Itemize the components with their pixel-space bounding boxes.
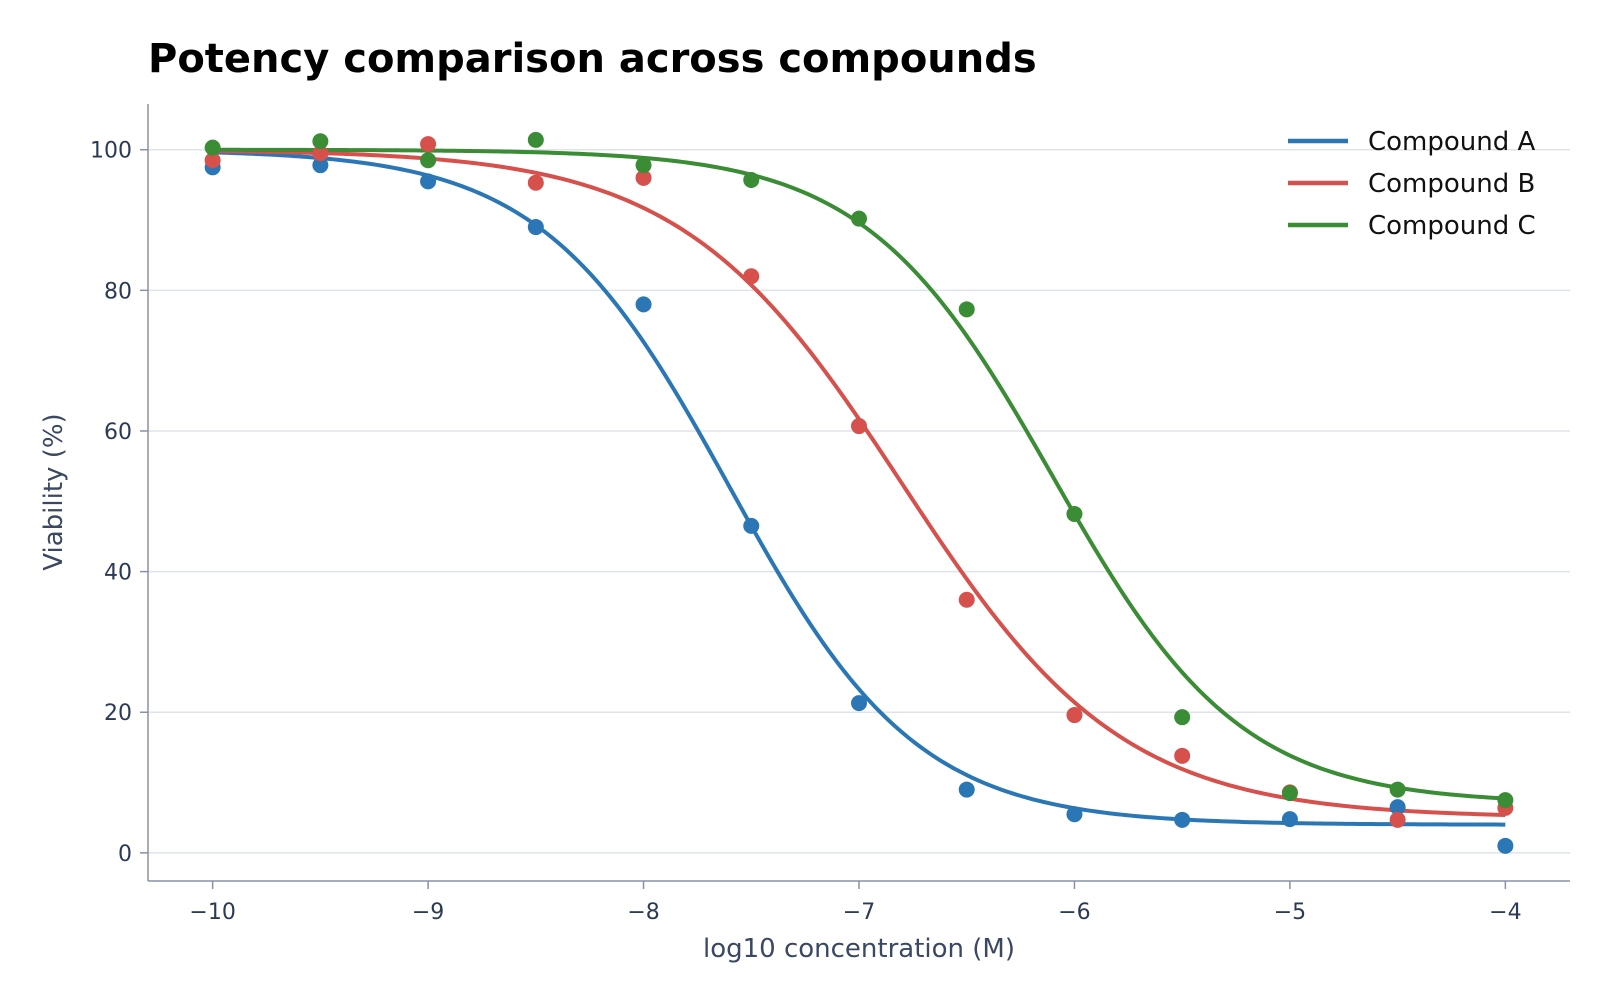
- data-point-compound-a: [1066, 806, 1083, 823]
- x-tick-label: −5: [1274, 900, 1306, 925]
- data-point-compound-c: [204, 139, 221, 156]
- x-axis-label: log10 concentration (M): [703, 934, 1015, 964]
- legend: Compound A Compound B Compound C: [1288, 127, 1536, 241]
- data-point-compound-c: [851, 210, 867, 227]
- y-tick-label: 20: [104, 701, 132, 726]
- data-points: [204, 131, 1514, 854]
- data-point-compound-c: [1066, 505, 1083, 522]
- data-point-compound-c: [420, 152, 437, 169]
- data-point-compound-a: [958, 781, 975, 798]
- x-axis-ticks: −10 −9 −8 −7 −6 −5 −4: [189, 881, 1522, 925]
- data-point-compound-a: [1389, 799, 1406, 816]
- data-point-compound-c: [635, 157, 652, 174]
- data-point-compound-b: [1389, 811, 1406, 828]
- x-tick-label: −6: [1058, 900, 1090, 925]
- data-point-compound-b: [527, 174, 544, 191]
- data-point-compound-a: [743, 517, 760, 534]
- y-tick-label: 100: [90, 139, 132, 164]
- x-tick-label: −8: [627, 900, 659, 925]
- y-axis-ticks: 0 20 40 60 80 100: [90, 139, 148, 867]
- fit-curve-compound-a: [212, 150, 1506, 827]
- y-tick-label: 80: [104, 279, 132, 304]
- chart-title: Potency comparison across compounds: [148, 36, 1037, 82]
- data-point-compound-c: [312, 133, 329, 150]
- data-point-compound-c: [1389, 781, 1406, 798]
- x-tick-label: −7: [843, 900, 875, 925]
- legend-label: Compound C: [1368, 211, 1536, 241]
- data-point-compound-b: [743, 268, 760, 285]
- y-tick-label: 0: [118, 842, 132, 867]
- data-point-compound-b: [312, 145, 329, 162]
- legend-label: Compound A: [1368, 127, 1536, 157]
- data-point-compound-c: [1497, 792, 1514, 809]
- grid: [148, 148, 1570, 854]
- y-tick-label: 60: [104, 420, 132, 445]
- data-point-compound-a: [1174, 811, 1191, 828]
- data-point-compound-c: [1174, 709, 1191, 726]
- data-point-compound-a: [635, 296, 652, 313]
- data-point-compound-a: [420, 173, 437, 190]
- data-point-compound-c: [1281, 785, 1298, 802]
- fit-curves: [212, 147, 1506, 827]
- data-point-compound-b: [204, 152, 221, 169]
- data-point-compound-b: [1066, 707, 1083, 724]
- data-point-compound-a: [527, 219, 544, 236]
- data-point-compound-b: [635, 169, 652, 186]
- x-tick-label: −10: [189, 900, 235, 925]
- data-point-compound-c: [958, 301, 975, 318]
- x-tick-label: −9: [412, 900, 444, 925]
- data-point-compound-b: [420, 136, 437, 153]
- x-tick-label: −4: [1489, 900, 1521, 925]
- y-tick-label: 40: [104, 561, 132, 586]
- y-axis-label: Viability (%): [39, 413, 69, 570]
- data-point-compound-b: [851, 418, 867, 435]
- data-point-compound-a: [312, 157, 329, 174]
- data-point-compound-c: [527, 131, 544, 148]
- legend-label: Compound B: [1368, 169, 1535, 199]
- data-point-compound-a: [1497, 837, 1514, 854]
- fit-curve-compound-b: [212, 148, 1506, 817]
- data-point-compound-c: [743, 171, 760, 188]
- data-point-compound-b: [958, 591, 975, 608]
- data-point-compound-a: [851, 695, 867, 712]
- data-point-compound-b: [1174, 747, 1191, 764]
- data-point-compound-a: [1281, 811, 1298, 828]
